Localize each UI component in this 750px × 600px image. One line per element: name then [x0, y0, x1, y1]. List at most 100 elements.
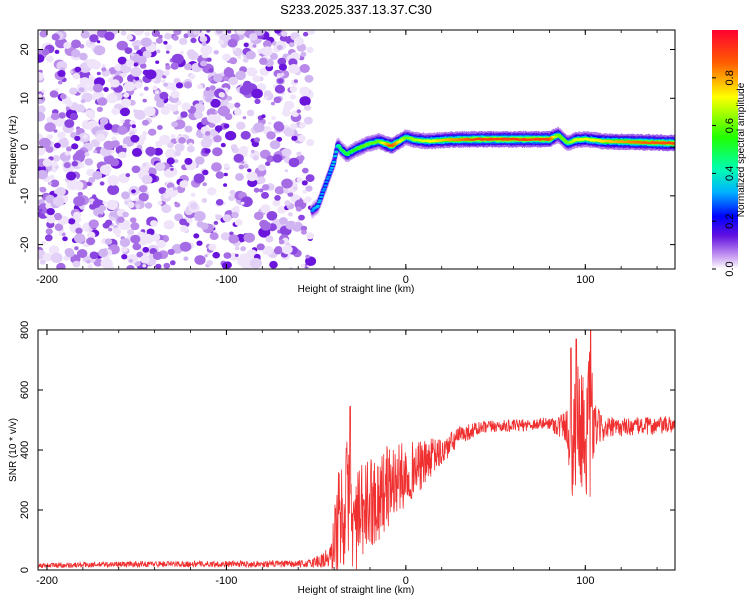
noise-speck [57, 131, 66, 139]
noise-speck [89, 34, 99, 43]
noise-speck [150, 220, 158, 227]
noise-speck [304, 74, 314, 83]
noise-speck [180, 225, 189, 233]
noise-speck [142, 98, 147, 103]
noise-speck [102, 222, 110, 229]
noise-speck [69, 112, 79, 121]
noise-speck [305, 256, 317, 267]
noise-speck [174, 202, 181, 208]
noise-speck [188, 51, 199, 61]
noise-speck [209, 128, 219, 137]
noise-speck [127, 229, 135, 236]
noise-speck [86, 237, 96, 246]
noise-speck [156, 49, 161, 54]
noise-speck [274, 186, 285, 195]
noise-speck [263, 92, 274, 101]
noise-speck [155, 60, 160, 64]
noise-speck [194, 211, 206, 222]
spectrogram-y-label: Frequency (Hz) [8, 116, 19, 185]
spectrogram-x-tick-label: -200 [36, 274, 58, 286]
noise-speck [236, 30, 246, 35]
noise-speck [262, 184, 270, 191]
noise-speck [106, 93, 118, 104]
noise-speck [306, 46, 314, 54]
noise-speck [252, 44, 257, 48]
noise-speck [45, 228, 53, 235]
noise-speck [144, 106, 156, 117]
noise-speck [43, 253, 53, 262]
noise-speck [215, 171, 224, 179]
noise-speck [103, 87, 109, 92]
noise-speck [73, 196, 86, 207]
noise-speck [231, 211, 239, 219]
snr-x-tick-label: -100 [215, 575, 237, 587]
noise-speck [120, 30, 127, 36]
noise-speck [179, 51, 184, 55]
noise-speck [41, 240, 46, 245]
noise-speck [279, 217, 288, 225]
noise-speck [54, 223, 64, 231]
noise-speck [130, 52, 135, 57]
noise-speck [102, 201, 107, 205]
noise-speck [163, 262, 171, 269]
noise-speck [50, 179, 60, 188]
noise-speck [273, 247, 283, 255]
noise-speck [205, 96, 213, 103]
noise-speck [234, 108, 242, 116]
noise-speck [145, 146, 156, 156]
noise-speck [236, 121, 246, 130]
noise-speck [293, 36, 304, 46]
noise-speck [165, 65, 171, 70]
noise-speck [88, 176, 96, 183]
noise-speck [118, 151, 127, 159]
noise-speck [52, 196, 65, 207]
noise-speck [38, 111, 46, 122]
noise-speck [252, 75, 261, 83]
noise-speck [55, 88, 59, 92]
noise-speck [260, 221, 272, 231]
noise-speck [154, 162, 166, 172]
noise-speck [163, 40, 168, 45]
noise-speck [135, 30, 140, 33]
noise-speck [227, 102, 235, 109]
noise-speck [222, 53, 232, 62]
noise-speck [41, 89, 46, 93]
noise-speck [184, 63, 192, 71]
noise-speck [96, 71, 101, 76]
noise-speck [217, 105, 230, 117]
noise-speck [288, 42, 295, 48]
noise-speck [218, 92, 225, 98]
noise-speck [253, 211, 264, 221]
noise-speck [300, 51, 307, 57]
noise-speck [107, 184, 120, 195]
noise-speck [93, 149, 98, 154]
ridge-mark [337, 145, 342, 148]
noise-speck [284, 169, 289, 173]
noise-speck [69, 87, 78, 95]
noise-speck [38, 93, 43, 99]
noise-speck [213, 135, 222, 143]
noise-speck [290, 123, 298, 130]
noise-speck [71, 39, 81, 49]
spectrogram-x-tick-label: 100 [576, 274, 594, 286]
spectrogram-y-axis: -20 -10 0 10 20 [19, 43, 675, 253]
noise-speck [123, 92, 130, 98]
noise-speck [301, 180, 308, 186]
noise-speck [277, 206, 287, 214]
noise-speck [134, 76, 140, 81]
noise-speck [215, 199, 224, 206]
spectrogram-x-axis: -200 -100 0 100 [36, 30, 658, 286]
noise-speck [276, 136, 283, 142]
noise-speck [69, 70, 74, 74]
snr-y-tick-label: 600 [19, 381, 31, 399]
noise-speck [54, 142, 61, 149]
noise-speck [200, 44, 213, 56]
noise-speck [233, 153, 244, 163]
noise-speck [227, 30, 232, 34]
noise-speck [74, 233, 86, 244]
noise-speck [47, 181, 52, 186]
noise-speck [223, 76, 229, 82]
noise-speck [282, 109, 291, 117]
noise-speck [242, 57, 249, 63]
